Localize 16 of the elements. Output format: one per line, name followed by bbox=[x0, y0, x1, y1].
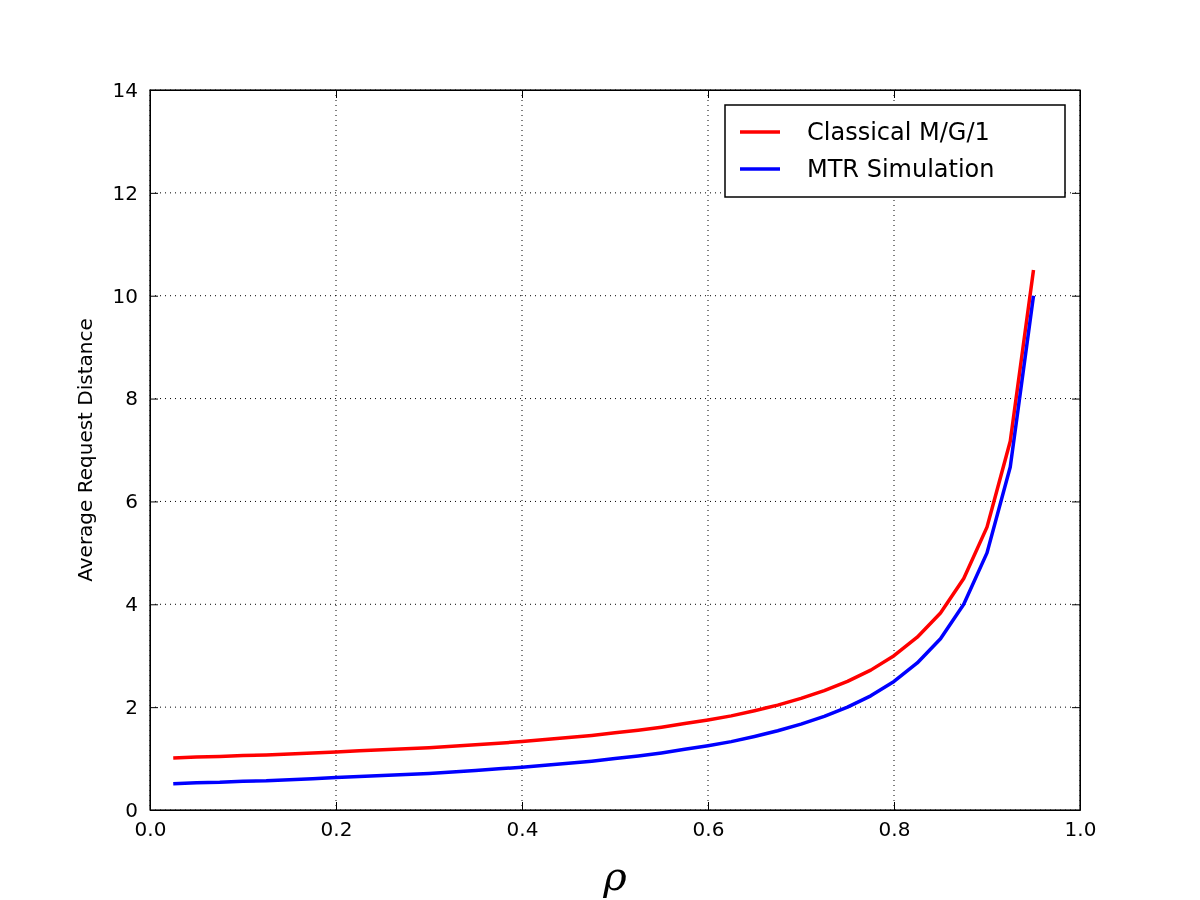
x-axis-title: ρ bbox=[602, 853, 628, 899]
x-tick-label: 0.8 bbox=[878, 817, 911, 842]
y-axis-title: Average Request Distance bbox=[73, 318, 97, 582]
y-tick-label: 8 bbox=[125, 386, 138, 411]
y-tick-label: 14 bbox=[112, 77, 138, 102]
legend-label: MTR Simulation bbox=[807, 155, 995, 183]
y-tick-label: 12 bbox=[112, 180, 138, 205]
y-tick-label: 10 bbox=[112, 283, 138, 308]
x-tick-label: 1.0 bbox=[1064, 817, 1097, 842]
y-tick-label: 4 bbox=[125, 592, 138, 617]
x-tick-label: 0.2 bbox=[320, 817, 353, 842]
y-tick-label: 6 bbox=[125, 489, 138, 514]
x-tick-label: 0.6 bbox=[692, 817, 725, 842]
legend-label: Classical M/G/1 bbox=[807, 118, 990, 146]
y-tick-label: 2 bbox=[125, 695, 138, 720]
x-tick-label: 0.4 bbox=[506, 817, 539, 842]
